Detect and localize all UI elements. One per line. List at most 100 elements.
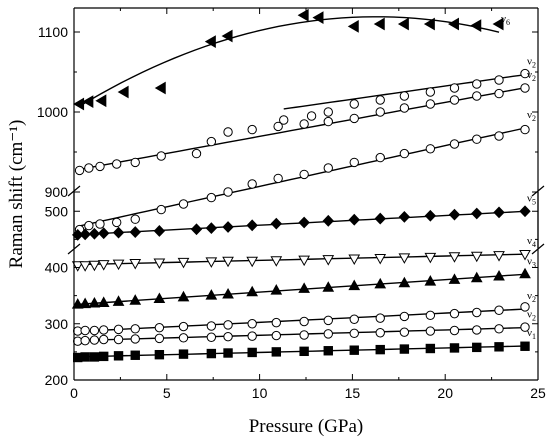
- data-point: [520, 341, 530, 351]
- data-point: [222, 256, 234, 268]
- data-point: [177, 290, 190, 302]
- data-point: [494, 342, 504, 352]
- data-point: [449, 139, 460, 149]
- series-label: ν3: [527, 255, 536, 269]
- data-point: [298, 255, 310, 267]
- data-point: [348, 279, 361, 291]
- data-point: [206, 192, 217, 203]
- y-tick-label: 400: [45, 260, 69, 276]
- data-point: [80, 352, 90, 362]
- left-axis-break-mark: [67, 243, 81, 255]
- data-point: [112, 259, 125, 271]
- data-point: [472, 79, 482, 89]
- data-point: [472, 325, 482, 335]
- data-point: [206, 332, 217, 342]
- data-point: [399, 103, 410, 113]
- data-point: [117, 85, 129, 99]
- data-point: [470, 19, 482, 32]
- data-point: [204, 35, 216, 48]
- data-point: [425, 144, 436, 154]
- data-point: [89, 325, 100, 336]
- data-point: [299, 169, 309, 180]
- series-label: ν1: [527, 327, 536, 341]
- data-point: [520, 83, 530, 93]
- data-point: [95, 161, 105, 172]
- data-point: [470, 271, 483, 283]
- data-point: [130, 334, 140, 344]
- data-point: [425, 326, 436, 336]
- data-point: [494, 131, 504, 141]
- data-point: [206, 348, 217, 359]
- fit-lines: [77, 16, 526, 358]
- data-point: [113, 334, 124, 345]
- data-point: [178, 333, 189, 343]
- data-point: [494, 305, 504, 315]
- data-point: [449, 325, 460, 336]
- data-point: [130, 214, 140, 224]
- data-point: [153, 258, 166, 269]
- data-point: [494, 324, 504, 334]
- data-point: [375, 328, 385, 338]
- data-point: [190, 223, 203, 236]
- data-point: [323, 116, 333, 127]
- data-point: [349, 314, 359, 324]
- y-tick-label: 500: [45, 203, 69, 219]
- data-point: [111, 217, 122, 228]
- data-point: [520, 302, 530, 312]
- data-point: [374, 212, 386, 225]
- data-point: [247, 331, 257, 341]
- data-point: [519, 205, 531, 218]
- data-point: [519, 250, 531, 261]
- data-point: [129, 294, 142, 305]
- x-tick-label: 15: [345, 385, 361, 401]
- data-point: [425, 343, 436, 354]
- x-tick-label: 5: [163, 385, 171, 401]
- data-point: [298, 216, 310, 229]
- data-point: [79, 228, 91, 241]
- data-point: [399, 148, 410, 159]
- data-point: [398, 210, 411, 223]
- data-point: [349, 345, 359, 355]
- data-point: [79, 261, 91, 272]
- series-label: ν2: [527, 290, 536, 304]
- data-point: [448, 208, 461, 221]
- x-tick-label: 10: [252, 385, 268, 401]
- data-point: [246, 285, 259, 297]
- data-point: [374, 253, 387, 265]
- data-point: [448, 252, 461, 263]
- data-point: [97, 296, 110, 307]
- data-point: [247, 179, 257, 189]
- data-point: [349, 328, 359, 339]
- data-point: [322, 255, 335, 266]
- data-point: [397, 17, 409, 31]
- data-point: [112, 295, 125, 306]
- data-point: [206, 321, 217, 331]
- data-point: [279, 115, 289, 125]
- x-tick-label: 20: [437, 385, 453, 401]
- data-point: [79, 297, 91, 309]
- data-point: [223, 320, 233, 330]
- data-point: [472, 307, 482, 318]
- data-point: [130, 324, 140, 334]
- data-point: [373, 17, 385, 31]
- data-point: [493, 206, 505, 219]
- data-point: [398, 253, 411, 264]
- data-point: [80, 335, 90, 346]
- data-point: [449, 95, 460, 105]
- y-tick-label: 300: [45, 316, 69, 332]
- data-point: [129, 226, 141, 238]
- data-point: [323, 315, 333, 326]
- data-point: [129, 259, 142, 270]
- data-point: [156, 204, 166, 215]
- data-point: [205, 257, 218, 268]
- data-point: [205, 289, 218, 300]
- data-point: [306, 111, 317, 121]
- data-point: [375, 107, 385, 117]
- data-point: [223, 331, 233, 342]
- data-point: [154, 322, 165, 333]
- data-point: [322, 281, 335, 292]
- data-point: [425, 310, 436, 321]
- data-point: [98, 227, 110, 240]
- y-tick-label: 200: [45, 372, 69, 388]
- series-label: ν2: [527, 69, 536, 83]
